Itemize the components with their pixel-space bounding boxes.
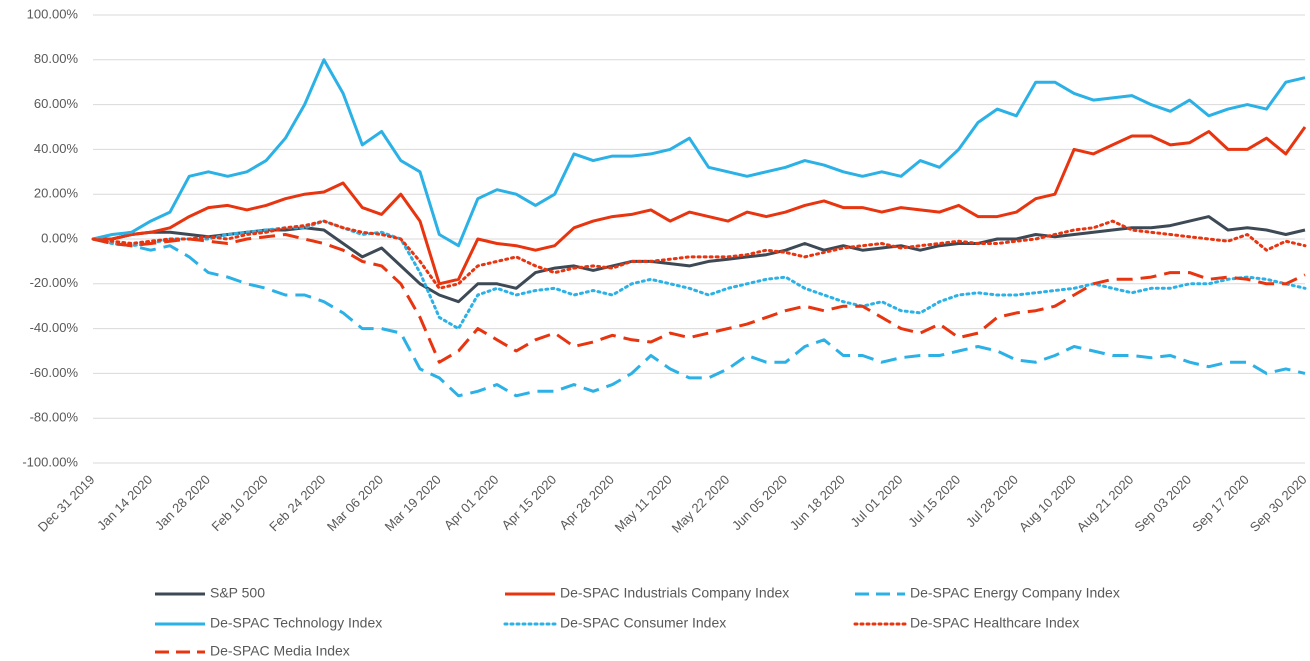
x-tick-label: Mar 06 2020 — [324, 472, 386, 534]
legend-label: De-SPAC Healthcare Index — [910, 615, 1079, 631]
x-tick-label: Jul 01 2020 — [847, 472, 905, 530]
x-tick-label: Apr 15 2020 — [499, 472, 560, 533]
x-tick-label: Jul 28 2020 — [963, 472, 1021, 530]
plot-area: -100.00% -80.00% -60.00% -40.00% -20.00% 0.00… — [22, 6, 1309, 535]
x-tick-label: Feb 10 2020 — [208, 472, 270, 534]
x-tick-label: Sep 30 2020 — [1247, 472, 1310, 535]
series-line — [93, 215, 1306, 304]
x-tick-label: Aug 10 2020 — [1016, 472, 1079, 535]
x-tick-label: Dec 31 2019 — [35, 472, 98, 535]
x-tick-label: Feb 24 2020 — [266, 472, 328, 534]
y-tick-label: -80.00% — [30, 410, 79, 425]
y-tick-label: 0.00% — [41, 230, 78, 245]
series-line — [92, 233, 1306, 364]
legend-label: De-SPAC Technology Index — [210, 615, 382, 631]
y-tick-label: 80.00% — [34, 51, 79, 66]
legend-label: De-SPAC Industrials Company Index — [560, 585, 789, 601]
x-tick-label: Jul 15 2020 — [905, 472, 963, 530]
y-tick-label: -100.00% — [22, 454, 78, 469]
legend-label: De-SPAC Energy Company Index — [910, 585, 1120, 601]
y-tick-label: -20.00% — [30, 275, 79, 290]
legend-label: De-SPAC Consumer Index — [560, 615, 726, 631]
y-tick-label: 20.00% — [34, 186, 79, 201]
x-tick-label: Jan 28 2020 — [152, 472, 213, 533]
y-tick-label: 100.00% — [27, 6, 79, 21]
x-tick-label: Jun 18 2020 — [787, 472, 848, 533]
y-tick-label: -60.00% — [30, 365, 79, 380]
series-line — [91, 219, 1307, 290]
x-tick-label: Jan 14 2020 — [94, 472, 155, 533]
y-tick-label: 40.00% — [34, 141, 79, 156]
legend-label: S&P 500 — [210, 585, 265, 601]
x-tick-label: May 11 2020 — [612, 472, 675, 535]
legend: S&P 500 De-SPAC Industrials Company Index… — [155, 585, 1120, 659]
y-tick-label: 60.00% — [34, 96, 79, 111]
legend-label: De-SPAC Media Index — [210, 643, 350, 659]
x-tick-label: Sep 03 2020 — [1131, 472, 1194, 535]
x-tick-label: Apr 01 2020 — [441, 472, 502, 533]
x-tick-label: Jun 05 2020 — [729, 472, 790, 533]
y-tick-label: -40.00% — [30, 320, 79, 335]
x-tick-label: May 22 2020 — [669, 472, 733, 536]
x-tick-label: Mar 19 2020 — [382, 472, 444, 534]
series-line — [92, 237, 1306, 398]
x-tick-label: Sep 17 2020 — [1189, 472, 1252, 535]
series-line — [93, 126, 1307, 286]
series-line — [92, 58, 1306, 248]
x-tick-label: Apr 28 2020 — [556, 472, 617, 533]
x-tick-label: Aug 21 2020 — [1074, 472, 1137, 535]
